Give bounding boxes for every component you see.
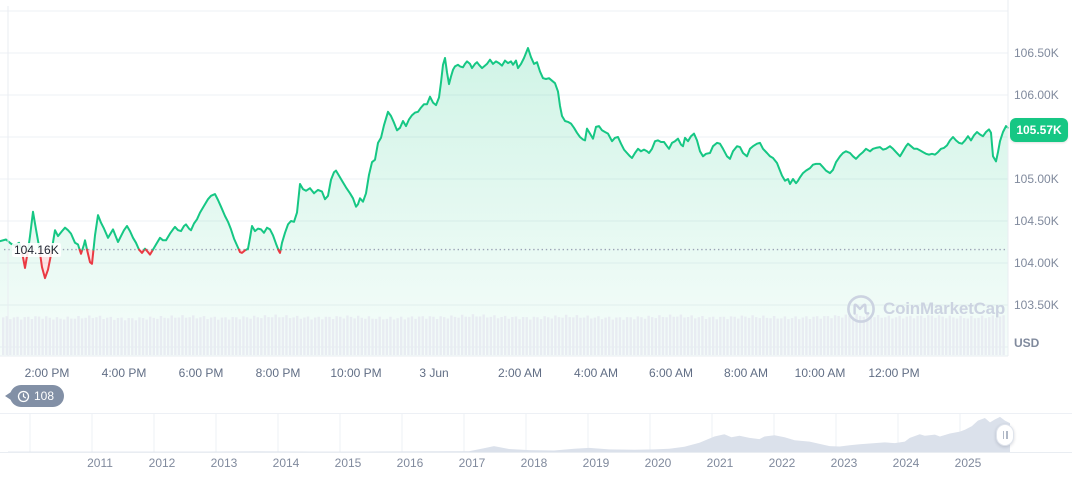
y-tick-label: 104.00K — [1014, 256, 1059, 270]
y-tick-label: 106.50K — [1014, 46, 1059, 60]
year-tick-label: 2024 — [892, 456, 920, 470]
prev-close-label: 104.16K — [12, 243, 61, 257]
x-tick-label: 3 Jun — [419, 366, 449, 380]
year-tick-label: 2012 — [148, 456, 176, 470]
watching-count: 108 — [34, 389, 55, 403]
x-tick-label: 8:00 AM — [723, 366, 769, 380]
x-tick-label: 10:00 AM — [794, 366, 846, 380]
x-tick-label: 4:00 AM — [573, 366, 619, 380]
clock-history-icon — [17, 390, 30, 402]
year-tick-label: 2017 — [458, 456, 486, 470]
year-tick-label: 2023 — [830, 456, 858, 470]
x-tick-label: 4:00 PM — [101, 366, 147, 380]
x-tick-label: 10:00 PM — [330, 366, 382, 380]
y-tick-label: 105.00K — [1014, 172, 1059, 186]
x-tick-label: 8:00 PM — [255, 366, 301, 380]
y-axis-unit-label: USD — [1014, 336, 1040, 350]
y-tick-label: 104.50K — [1014, 214, 1059, 228]
x-tick-label: 6:00 AM — [648, 366, 694, 380]
current-price-label: 105.57K — [1016, 123, 1062, 137]
year-tick-label: 2025 — [954, 456, 982, 470]
year-tick-label: 2016 — [396, 456, 424, 470]
timeline-minimap-chart[interactable] — [0, 413, 1072, 453]
watching-count-badge[interactable]: 108 — [4, 385, 65, 407]
x-tick-label: 12:00 PM — [868, 366, 920, 380]
timeline-minimap[interactable] — [0, 413, 1072, 453]
x-tick-label: 2:00 AM — [497, 366, 543, 380]
year-tick-label: 2011 — [87, 456, 113, 470]
range-handle[interactable] — [996, 424, 1014, 446]
x-tick-label: 2:00 PM — [24, 366, 70, 380]
x-tick-label: 6:00 PM — [178, 366, 224, 380]
year-tick-label: 2015 — [334, 456, 362, 470]
year-tick-label: 2020 — [644, 456, 672, 470]
y-tick-label: 106.00K — [1014, 88, 1059, 102]
price-chart-canvas[interactable] — [0, 0, 1072, 360]
year-tick-label: 2018 — [520, 456, 548, 470]
year-tick-label: 2014 — [272, 456, 300, 470]
y-tick-label: 103.50K — [1014, 298, 1059, 312]
year-tick-label: 2021 — [706, 456, 734, 470]
current-price-badge: 105.57K — [1010, 118, 1068, 142]
year-tick-label: 2022 — [768, 456, 796, 470]
year-tick-label: 2019 — [582, 456, 610, 470]
year-tick-label: 2013 — [210, 456, 238, 470]
